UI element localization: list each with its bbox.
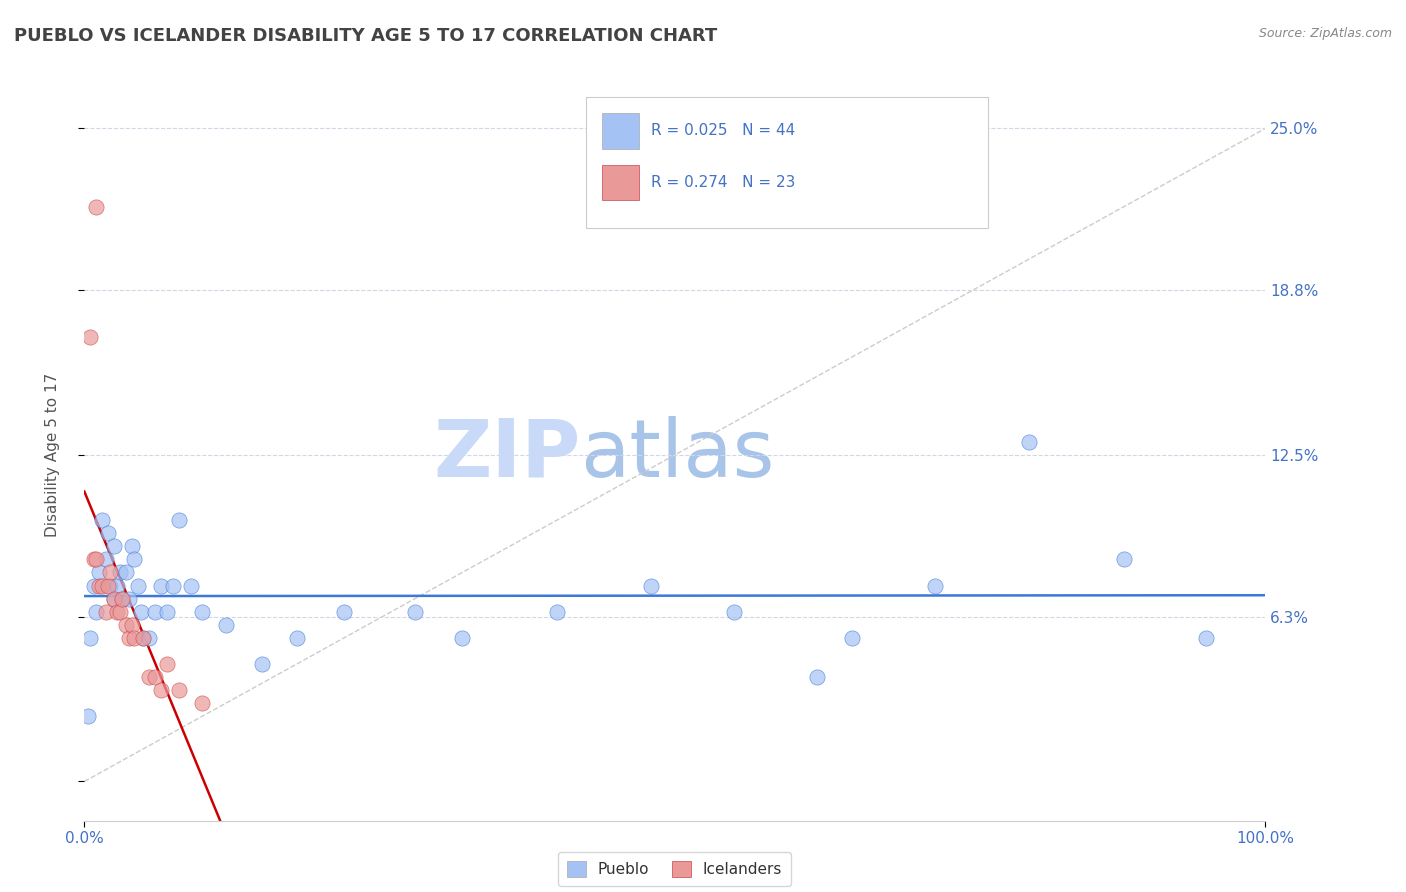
Point [84, 605, 107, 619]
Point [138, 670, 160, 684]
Point [404, 605, 426, 619]
Point [285, 631, 308, 645]
Point [806, 670, 828, 684]
Y-axis label: Disability Age 5 to 17: Disability Age 5 to 17 [45, 373, 60, 537]
Point [84, 552, 107, 566]
Point [114, 566, 136, 580]
FancyBboxPatch shape [586, 96, 988, 228]
Point [108, 605, 131, 619]
Point [91, 578, 114, 592]
Point [103, 591, 125, 606]
Point [118, 591, 141, 606]
Point [156, 605, 179, 619]
Point [77, 709, 100, 723]
Point [1018, 434, 1040, 449]
Point [97, 526, 120, 541]
Point [1112, 552, 1135, 566]
Point [191, 696, 214, 710]
Point [1195, 631, 1218, 645]
Point [143, 670, 166, 684]
Point [162, 578, 184, 592]
Point [87, 566, 110, 580]
Point [127, 578, 149, 592]
Point [94, 552, 117, 566]
FancyBboxPatch shape [602, 113, 640, 149]
Point [122, 552, 145, 566]
Point [83, 578, 105, 592]
Point [111, 591, 134, 606]
Legend: Pueblo, Icelanders: Pueblo, Icelanders [558, 852, 792, 886]
Text: R = 0.025   N = 44: R = 0.025 N = 44 [651, 123, 796, 138]
Point [98, 566, 121, 580]
Point [167, 683, 190, 698]
Point [180, 578, 202, 592]
Point [79, 631, 101, 645]
Point [451, 631, 474, 645]
Point [132, 631, 155, 645]
Point [91, 513, 114, 527]
Point [111, 591, 134, 606]
Text: ZIP: ZIP [433, 416, 581, 494]
Point [98, 578, 121, 592]
Point [97, 578, 120, 592]
Point [107, 605, 129, 619]
Point [94, 605, 117, 619]
Point [333, 605, 356, 619]
Point [118, 631, 141, 645]
Point [150, 578, 173, 592]
Text: R = 0.274   N = 23: R = 0.274 N = 23 [651, 175, 796, 190]
Point [103, 539, 125, 553]
Point [122, 631, 145, 645]
Point [250, 657, 273, 671]
Point [143, 605, 166, 619]
Text: atlas: atlas [581, 416, 775, 494]
Point [108, 566, 131, 580]
Point [191, 605, 214, 619]
Point [138, 631, 160, 645]
Point [87, 578, 110, 592]
Point [132, 631, 155, 645]
Point [129, 605, 152, 619]
Point [121, 617, 143, 632]
Point [640, 578, 662, 592]
Point [107, 578, 129, 592]
Point [150, 683, 173, 698]
Point [546, 605, 568, 619]
Point [79, 330, 101, 344]
Point [924, 578, 946, 592]
Point [156, 657, 179, 671]
Point [167, 513, 190, 527]
FancyBboxPatch shape [602, 164, 640, 201]
Point [841, 631, 863, 645]
Point [215, 617, 238, 632]
Text: Source: ZipAtlas.com: Source: ZipAtlas.com [1258, 27, 1392, 40]
Point [114, 617, 136, 632]
Point [83, 552, 105, 566]
Text: PUEBLO VS ICELANDER DISABILITY AGE 5 TO 17 CORRELATION CHART: PUEBLO VS ICELANDER DISABILITY AGE 5 TO … [14, 27, 717, 45]
Point [121, 539, 143, 553]
Point [103, 591, 125, 606]
Point [723, 605, 745, 619]
Point [84, 200, 107, 214]
